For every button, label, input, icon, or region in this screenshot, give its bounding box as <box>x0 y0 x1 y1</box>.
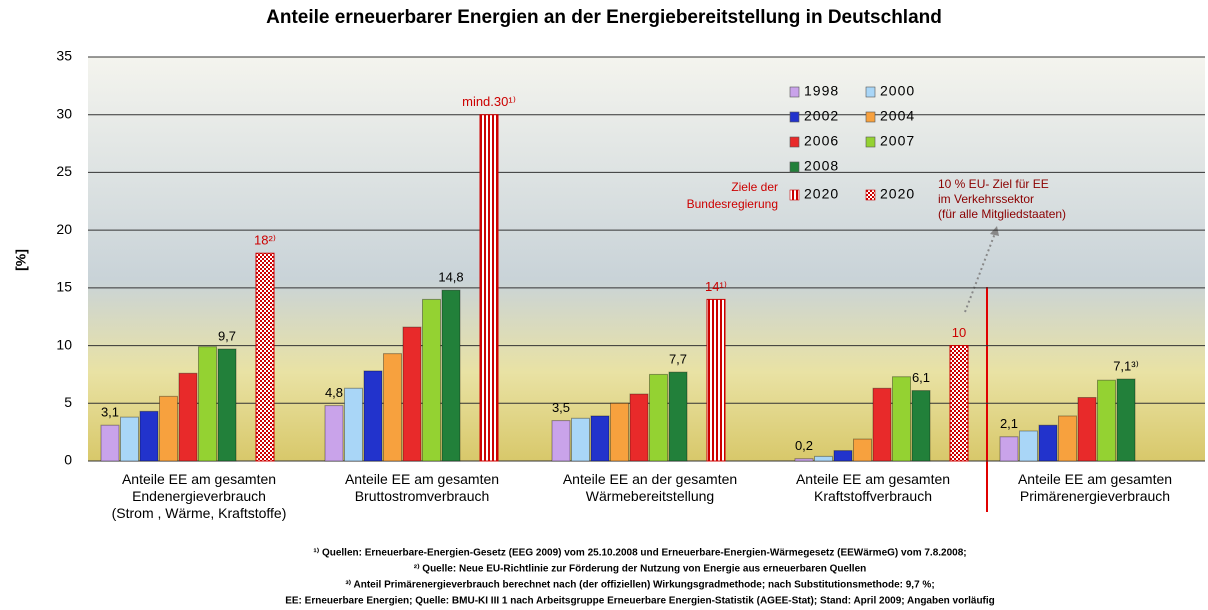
legend-label: 2004 <box>880 108 915 124</box>
legend-swatch <box>789 136 800 148</box>
legend-label: 2006 <box>804 133 839 149</box>
bar <box>1058 415 1077 462</box>
annotation: 10 % EU- Ziel für EE <box>938 177 1049 191</box>
bar <box>949 345 969 462</box>
bar <box>668 371 688 462</box>
legend-note: Ziele der <box>731 180 778 194</box>
bar <box>1019 430 1038 462</box>
data-label: 14¹⁾ <box>705 279 727 294</box>
data-label: 3,5 <box>552 400 570 415</box>
x-tick-label: Anteile EE am gesamten Bruttostromverbrau… <box>345 471 499 504</box>
bar <box>383 353 402 462</box>
bar <box>610 402 629 462</box>
x-tick-label: Anteile EE am gesamten Endenergieverbrauc… <box>112 471 287 521</box>
legend-label: 1998 <box>804 83 839 99</box>
y-tick-label: 20 <box>56 221 72 237</box>
legend-swatch <box>865 136 876 148</box>
y-axis-label: [%] <box>13 249 29 271</box>
data-label: 7,1³⁾ <box>1113 358 1139 373</box>
bar <box>139 410 159 462</box>
bar <box>217 348 237 462</box>
bar <box>853 438 872 462</box>
chart-title: Anteile erneuerbarer Energien an der Ene… <box>266 7 942 28</box>
bar <box>1077 397 1097 462</box>
data-label: 3,1 <box>101 405 119 420</box>
bar <box>794 458 814 462</box>
legend-swatch <box>865 189 876 201</box>
legend-label: 2000 <box>880 83 915 99</box>
bar <box>1038 424 1058 462</box>
data-label: 2,1 <box>1000 416 1018 431</box>
bar <box>911 390 931 462</box>
bar <box>706 298 726 462</box>
bar <box>590 415 610 462</box>
legend-swatch <box>789 161 800 173</box>
data-label: 10 <box>952 325 966 340</box>
bar <box>551 420 571 462</box>
bar <box>422 298 441 462</box>
bar <box>872 387 892 462</box>
legend-swatch <box>865 86 876 98</box>
bar <box>324 405 344 462</box>
annotation: (für alle Mitgliedstaaten) <box>938 207 1066 221</box>
bar <box>159 395 178 462</box>
legend-swatch <box>789 111 800 123</box>
bar <box>402 326 422 462</box>
data-label: 4,8 <box>325 385 343 400</box>
footnote: ¹⁾ Quellen: Erneuerbare-Energien-Gesetz … <box>313 548 966 559</box>
legend-swatch <box>789 86 800 98</box>
legend-label: 2020 <box>880 186 915 202</box>
bar <box>178 372 198 462</box>
bar <box>479 114 499 462</box>
legend-swatch <box>865 111 876 123</box>
bar <box>833 450 853 462</box>
bar <box>649 373 668 462</box>
x-tick-label: Anteile EE an der gesamten Wärmebereitste… <box>563 471 737 504</box>
bar <box>571 417 590 462</box>
bar <box>198 346 217 462</box>
annotation-arrowhead <box>990 226 999 236</box>
bar <box>629 393 649 462</box>
y-tick-label: 0 <box>64 452 72 468</box>
x-tick-label: Anteile EE am gesamten Primärenergieverbr… <box>1018 471 1172 504</box>
y-tick-label: 10 <box>56 336 72 352</box>
y-tick-label: 35 <box>56 48 72 64</box>
data-label: mind.30¹⁾ <box>462 94 516 109</box>
bar <box>441 289 461 462</box>
data-label: 18²⁾ <box>254 233 276 248</box>
annotation: im Verkehrssektor <box>938 192 1034 206</box>
legend-label: 2020 <box>804 186 839 202</box>
bar <box>892 376 911 462</box>
legend-label: 2008 <box>804 158 839 174</box>
footnote: ²⁾ Quelle: Neue EU-Richtlinie zur Förder… <box>414 564 867 575</box>
bar <box>814 455 833 462</box>
bar <box>999 436 1019 462</box>
bar <box>100 424 120 462</box>
bar <box>120 416 139 462</box>
footnote: ³⁾ Anteil Primärenergieverbrauch berechn… <box>345 580 934 591</box>
data-label: 7,7 <box>669 352 687 367</box>
data-label: 0,2 <box>795 438 813 453</box>
y-tick-label: 25 <box>56 163 72 179</box>
legend-note: Bundesregierung <box>687 197 778 211</box>
y-tick-label: 15 <box>56 279 72 295</box>
bar <box>1097 379 1116 462</box>
x-tick-label: Anteile EE am gesamten Kraftstoffverbrauc… <box>796 471 950 504</box>
bar <box>1116 378 1136 462</box>
bar <box>344 387 363 462</box>
y-tick-label: 5 <box>64 394 72 410</box>
bar <box>255 252 275 462</box>
legend-label: 2002 <box>804 108 839 124</box>
data-label: 6,1 <box>912 370 930 385</box>
bar <box>363 370 383 462</box>
y-tick-label: 30 <box>56 105 72 121</box>
legend-label: 2007 <box>880 133 915 149</box>
footnote: EE: Erneuerbare Energien; Quelle: BMU-KI… <box>285 596 995 607</box>
data-label: 9,7 <box>218 328 236 343</box>
legend-swatch <box>789 189 800 201</box>
data-label: 14,8 <box>438 270 463 285</box>
